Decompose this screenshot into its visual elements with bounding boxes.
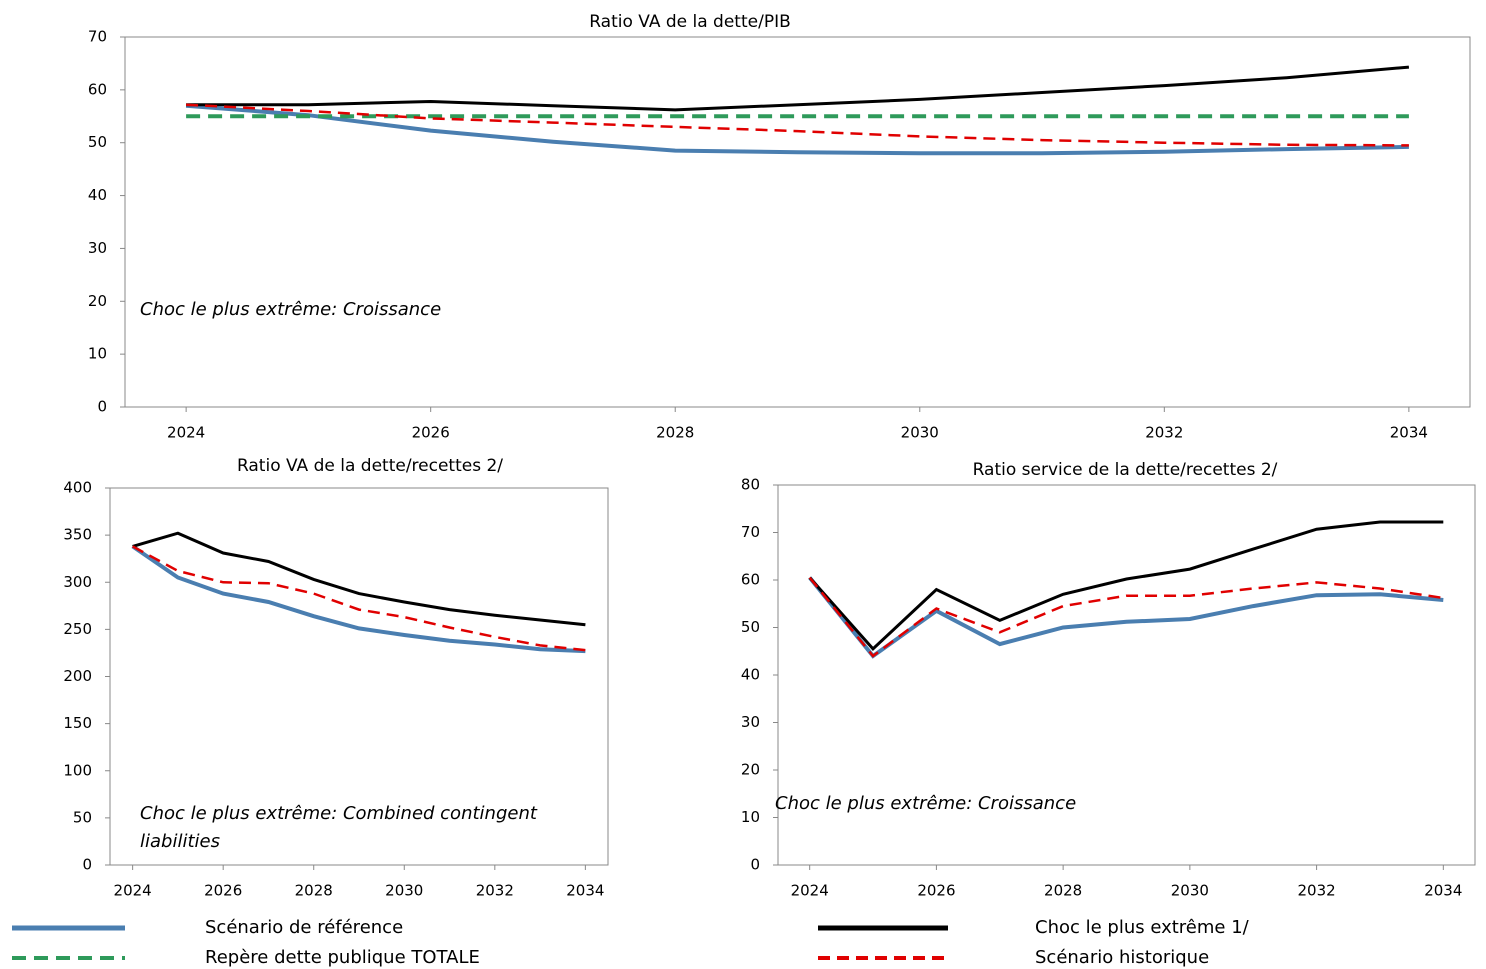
annotation-box: Choc le plus extrême: Combined contingen… (140, 803, 537, 852)
y-tick-label: 400 (63, 479, 92, 497)
y-tick-label: 40 (741, 666, 760, 684)
chart-title: Ratio service de la dette/recettes 2/ (973, 460, 1278, 480)
x-tick-label: 2024 (167, 424, 205, 442)
x-tick-label: 2032 (1145, 424, 1183, 442)
series-line (808, 576, 1444, 658)
x-tick-label: 2030 (385, 882, 423, 900)
y-tick-label: 60 (741, 571, 760, 589)
x-tick-label: 2028 (1044, 882, 1082, 900)
series-line (186, 65, 1410, 112)
y-tick-label: 50 (73, 808, 92, 826)
y-tick-label: 20 (88, 292, 107, 310)
y-tick-label: 20 (741, 761, 760, 779)
chart-title: Ratio VA de la dette/PIB (589, 12, 791, 32)
x-tick-label: 2024 (114, 882, 152, 900)
y-tick-label: 0 (750, 856, 760, 874)
y-tick-label: 350 (63, 526, 92, 544)
y-tick-label: 50 (88, 133, 107, 151)
x-tick-label: 2026 (917, 882, 955, 900)
series-line (808, 520, 1444, 652)
x-tick-label: 2034 (566, 882, 604, 900)
series-line (131, 544, 586, 654)
y-tick-label: 30 (741, 713, 760, 731)
annotation: Choc le plus extrême: Combined contingen… (140, 803, 537, 852)
plot-frame (124, 36, 1471, 408)
series-line (132, 531, 586, 627)
annotation: Choc le plus extrême: Croissance (140, 299, 442, 320)
y-tick-label: 70 (741, 523, 760, 541)
x-tick-label: 2028 (295, 882, 333, 900)
series-line (185, 103, 1409, 156)
y-tick-label: 70 (88, 28, 107, 46)
x-tick-label: 2030 (1171, 882, 1209, 900)
x-tick-label: 2024 (791, 882, 829, 900)
y-tick-label: 30 (88, 239, 107, 257)
x-tick-label: 2034 (1390, 424, 1428, 442)
y-tick-label: 10 (88, 345, 107, 363)
x-tick-label: 2028 (656, 424, 694, 442)
legend-label: Choc le plus extrême 1/ (1035, 917, 1250, 938)
chart-title: Ratio VA de la dette/recettes 2/ (237, 456, 503, 476)
annotation: Choc le plus extrême: Croissance (775, 793, 1077, 814)
annotation-box: Choc le plus extrême: Croissance (775, 793, 1077, 814)
legend-label: Repère dette publique TOTALE (205, 947, 480, 968)
y-tick-label: 40 (88, 186, 107, 204)
y-tick-label: 200 (63, 667, 92, 685)
x-tick-label: 2032 (476, 882, 514, 900)
x-tick-label: 2030 (901, 424, 939, 442)
y-tick-label: 300 (63, 573, 92, 591)
x-tick-label: 2032 (1297, 882, 1335, 900)
y-tick-label: 100 (63, 761, 92, 779)
x-tick-label: 2034 (1424, 882, 1462, 900)
y-tick-label: 50 (741, 618, 760, 636)
y-tick-label: 250 (63, 620, 92, 638)
y-tick-label: 150 (63, 714, 92, 732)
legend-label: Scénario historique (1035, 947, 1209, 968)
series-line (186, 103, 1409, 147)
y-tick-label: 0 (82, 856, 92, 874)
y-tick-label: 10 (741, 808, 760, 826)
series-line (132, 545, 586, 652)
y-tick-label: 0 (97, 398, 107, 416)
x-tick-label: 2026 (204, 882, 242, 900)
y-tick-label: 80 (741, 476, 760, 494)
x-tick-label: 2026 (412, 424, 450, 442)
y-tick-label: 60 (88, 80, 107, 98)
series-line (808, 576, 1444, 659)
annotation-box: Choc le plus extrême: Croissance (140, 299, 442, 320)
legend-label: Scénario de référence (205, 917, 403, 938)
